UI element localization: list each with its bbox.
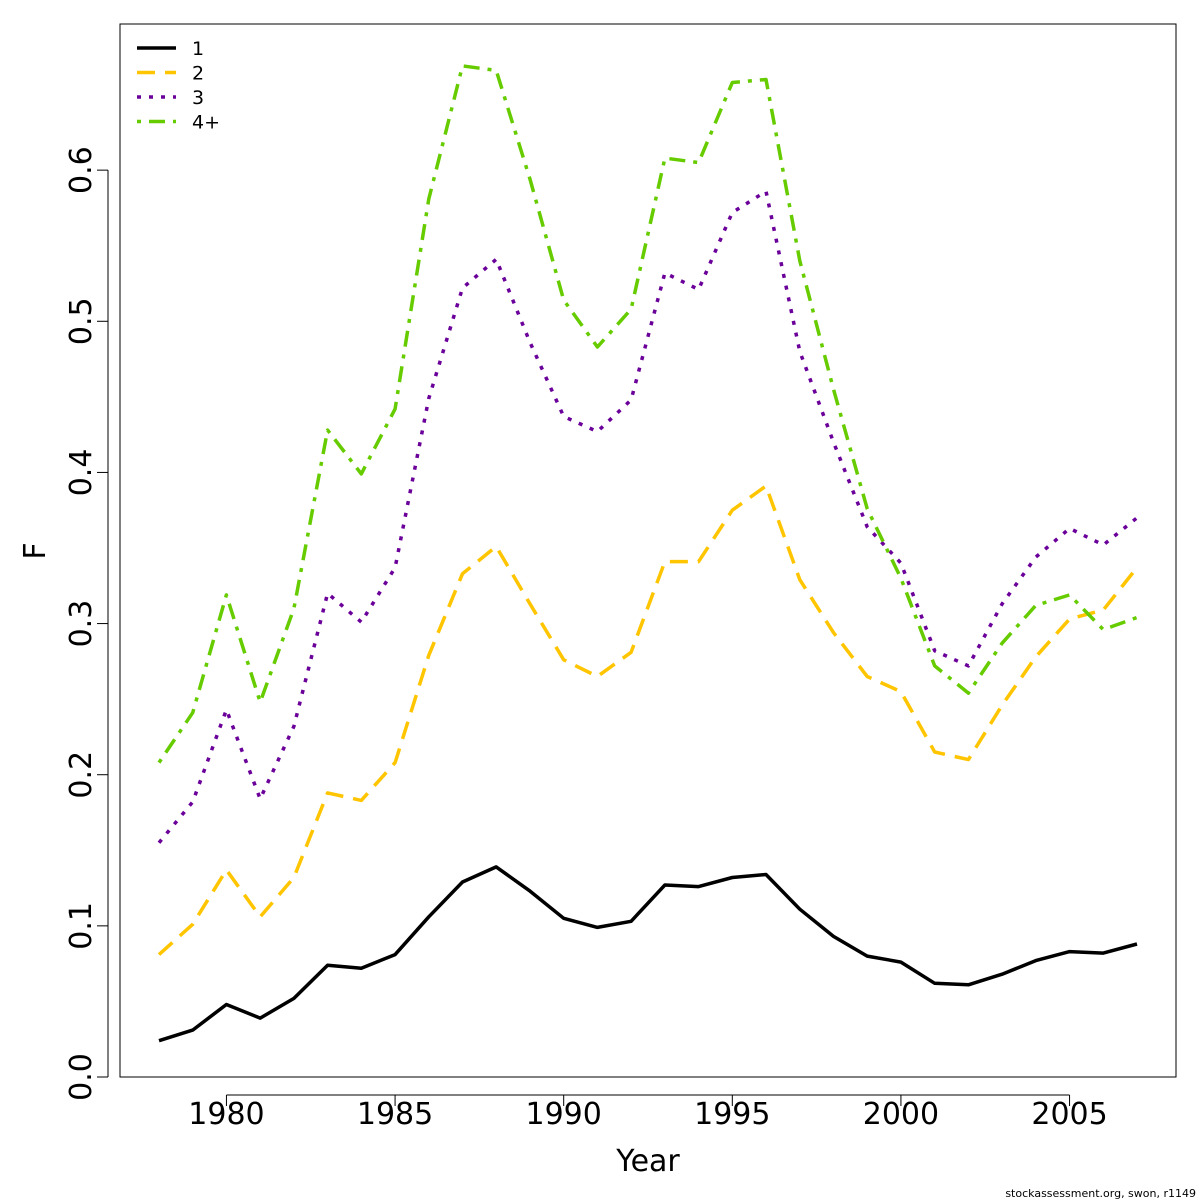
y-tick-label: 0.6 xyxy=(64,146,99,194)
x-axis: 1980 1985 1990 1995 2000 2005 xyxy=(188,1094,1108,1132)
series-line-3 xyxy=(157,189,1139,844)
legend-label-3: 3 xyxy=(192,87,204,109)
plot-frame xyxy=(119,23,1177,1078)
y-tick-label: 0.3 xyxy=(64,600,99,648)
y-axis: 0.0 0.1 0.2 0.3 0.4 0.5 0.6 xyxy=(64,146,109,1101)
series-line-4 xyxy=(157,64,1138,764)
x-tick-label: 2000 xyxy=(863,1097,939,1132)
y-tick-label: 0.0 xyxy=(64,1053,99,1101)
x-tick-label: 2005 xyxy=(1031,1097,1107,1132)
x-tick-label: 1995 xyxy=(694,1097,770,1132)
footer-note: stockassessment.org, swon, r1149 xyxy=(1005,1187,1196,1200)
y-tick-label: 0.1 xyxy=(64,902,99,950)
legend-label-2: 2 xyxy=(192,63,204,85)
y-axis-title: F xyxy=(18,542,53,559)
x-axis-title: Year xyxy=(615,1144,680,1179)
legend: 1 23 4+ xyxy=(137,38,220,134)
legend-label-1: 1 xyxy=(192,38,204,60)
series-layer xyxy=(157,64,1139,1043)
y-tick-label: 0.5 xyxy=(64,297,99,345)
x-tick-label: 1985 xyxy=(357,1097,433,1132)
legend-label-4: 4+ xyxy=(192,112,220,134)
x-tick-label: 1990 xyxy=(526,1097,602,1132)
series-line-1 xyxy=(158,865,1138,1043)
x-tick-label: 1980 xyxy=(188,1097,264,1132)
series-line-2 xyxy=(157,484,1139,956)
y-tick-label: 0.2 xyxy=(64,751,99,799)
y-tick-label: 0.4 xyxy=(64,449,99,497)
